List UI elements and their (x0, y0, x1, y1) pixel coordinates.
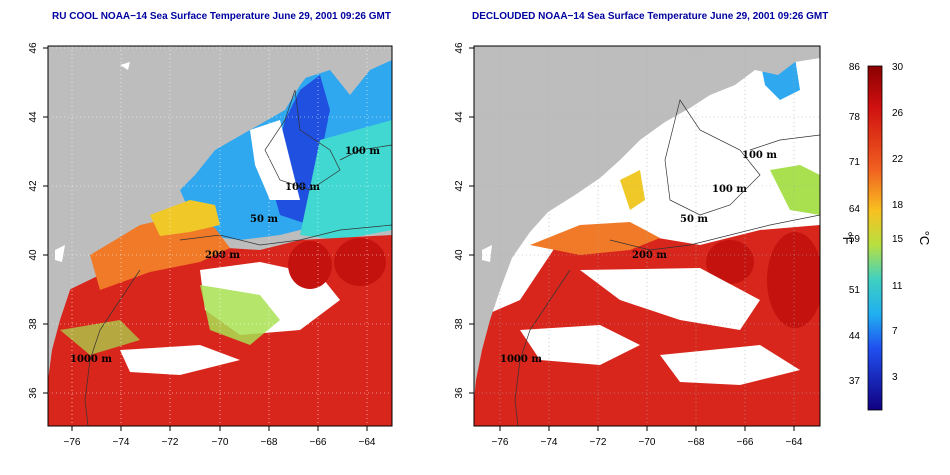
y-tick-label: 46 (454, 42, 465, 54)
colorbar-fahrenheit-tick: 37 (849, 376, 861, 387)
contour-label: 100 m (285, 182, 320, 193)
colorbar-fahrenheit-tick: 59 (849, 234, 861, 245)
y-tick-label: 40 (454, 249, 465, 261)
cloud-patch (580, 268, 760, 330)
depth-contour (339, 144, 392, 161)
contour-label: 50 m (250, 214, 278, 225)
map-right-x-axis (499, 426, 795, 431)
orange-shelf-water (90, 215, 230, 290)
colorbar-celsius-tick: 3 (892, 372, 898, 383)
lake (55, 245, 65, 262)
depth-contour (749, 134, 820, 151)
colorbar-celsius-tick: 22 (892, 154, 904, 165)
x-tick-label: −66 (737, 437, 754, 448)
x-tick-label: −68 (261, 437, 278, 448)
map-left-title: RU COOL NOAA−14 Sea Surface Temperature … (52, 11, 391, 22)
colorbar-celsius-tick: 26 (892, 108, 904, 119)
contour-label: 50 m (680, 214, 708, 225)
y-tick-label: 42 (454, 180, 465, 192)
contour-label: 200 m (205, 250, 240, 261)
orange-shelf-water (530, 222, 660, 255)
y-tick-label: 44 (28, 111, 39, 123)
y-tick-label: 38 (454, 318, 465, 330)
x-tick-label: −72 (590, 437, 607, 448)
colorbar-fahrenheit-tick: 78 (849, 112, 861, 123)
contour-label: 100 m (345, 146, 380, 157)
colorbar-celsius-tick: 11 (892, 281, 903, 292)
cloud-patch (250, 120, 300, 200)
cyan-band (300, 120, 392, 240)
x-tick-label: −68 (688, 437, 705, 448)
depth-contour (264, 89, 341, 191)
depth-contour (609, 214, 820, 251)
warm-eddy (767, 232, 820, 328)
yellow-shelf-water (150, 200, 220, 236)
contour-label: 100 m (712, 184, 747, 195)
x-tick-label: −64 (786, 437, 803, 448)
colorbar-celsius-unit: °C (917, 231, 932, 246)
x-tick-label: −66 (310, 437, 327, 448)
y-tick-label: 36 (28, 387, 39, 399)
map-right: 100 m 100 m 50 m 200 m 1000 m (474, 46, 820, 426)
contour-label: 100 m (742, 150, 777, 161)
depth-contour (179, 224, 392, 246)
x-tick-label: −70 (639, 437, 656, 448)
warm-eddy (334, 238, 386, 286)
contour-label: 1000 m (70, 354, 112, 365)
x-tick-label: −70 (212, 437, 229, 448)
colorbar-celsius-tick: 7 (892, 326, 898, 337)
cloud-patch (520, 325, 640, 365)
colorbar-fahrenheit-tick: 51 (849, 285, 861, 296)
depth-contour (84, 269, 141, 426)
yellow-shelf-water (620, 170, 645, 210)
map-right-y-axis (469, 47, 474, 394)
y-tick-label: 36 (454, 387, 465, 399)
x-tick-label: −74 (113, 437, 130, 448)
colorbar-celsius-tick: 18 (892, 200, 904, 211)
x-tick-label: −74 (541, 437, 558, 448)
graticule (474, 46, 820, 426)
contour-label: 200 m (632, 250, 667, 261)
colorbar-fahrenheit-tick: 86 (849, 62, 861, 73)
cloud-patch (120, 345, 240, 375)
graticule (48, 46, 392, 426)
colorbar (867, 65, 883, 411)
y-tick-label: 40 (28, 249, 39, 261)
coastline-land (48, 46, 392, 380)
depth-contour (664, 99, 761, 216)
lake (120, 62, 130, 70)
map-left: 100 m 100 m 50 m 200 m 1000 m (48, 46, 392, 426)
colorbar-fahrenheit-unit: °F (840, 231, 855, 244)
x-tick-label: −76 (492, 437, 509, 448)
warm-eddy (706, 240, 754, 284)
y-tick-label: 44 (454, 111, 465, 123)
y-tick-label: 42 (28, 180, 39, 192)
depth-contour (514, 269, 571, 426)
green-shelf-water (770, 165, 820, 215)
x-tick-label: −72 (162, 437, 179, 448)
colorbar-fahrenheit-tick: 71 (849, 157, 861, 168)
colorbar-fahrenheit-tick: 64 (849, 204, 861, 215)
map-right-title: DECLOUDED NOAA−14 Sea Surface Temperatur… (472, 11, 829, 22)
colorbar-celsius-tick: 15 (892, 234, 904, 245)
x-tick-label: −76 (64, 437, 81, 448)
y-tick-label: 46 (28, 42, 39, 54)
colorbar-fahrenheit-tick: 44 (849, 331, 861, 342)
y-tick-label: 38 (28, 318, 39, 330)
map-left-x-axis (71, 426, 368, 431)
warm-eddy (288, 241, 332, 289)
map-left-y-axis (43, 47, 48, 394)
coastline-land (474, 46, 820, 400)
colorbar-celsius-tick: 30 (892, 62, 904, 73)
contour-label: 1000 m (500, 354, 542, 365)
x-tick-label: −64 (359, 437, 376, 448)
green-streak (60, 320, 140, 355)
lake (482, 245, 492, 262)
cloud-patch (660, 345, 800, 385)
